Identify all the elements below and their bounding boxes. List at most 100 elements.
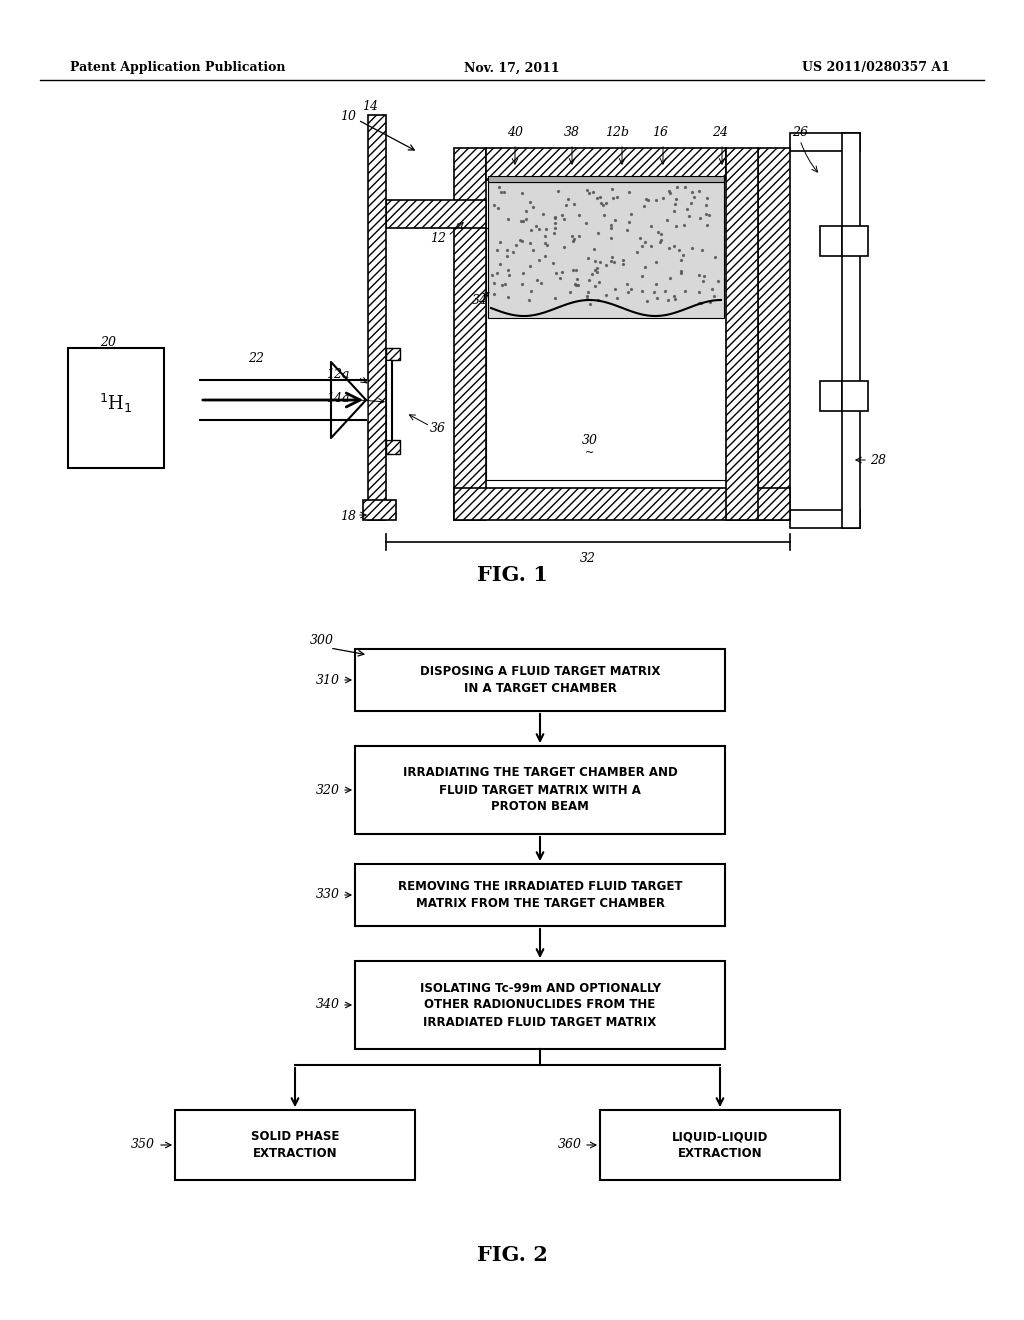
- Bar: [486, 148, 726, 180]
- Bar: [386, 348, 400, 360]
- Point: [640, 189, 656, 210]
- Point: [501, 264, 517, 285]
- Bar: [175, 1110, 415, 1180]
- Point: [683, 181, 699, 202]
- Point: [606, 210, 623, 231]
- Point: [707, 247, 723, 268]
- Point: [570, 226, 587, 247]
- Point: [562, 281, 579, 302]
- Bar: [790, 133, 860, 150]
- Point: [490, 176, 507, 197]
- Point: [668, 189, 684, 210]
- Bar: [842, 226, 868, 256]
- Text: LIQUID-LIQUID
EXTRACTION: LIQUID-LIQUID EXTRACTION: [672, 1130, 768, 1160]
- Point: [522, 255, 539, 276]
- Point: [660, 181, 677, 202]
- Point: [581, 281, 597, 302]
- Point: [696, 265, 713, 286]
- Point: [652, 230, 669, 251]
- Point: [593, 193, 609, 214]
- Point: [547, 288, 563, 309]
- Point: [530, 218, 547, 239]
- Point: [621, 181, 637, 202]
- Point: [513, 211, 529, 232]
- Point: [537, 232, 553, 253]
- Point: [570, 275, 587, 296]
- Point: [547, 213, 563, 234]
- Bar: [355, 865, 725, 927]
- Point: [535, 203, 551, 224]
- Bar: [488, 176, 724, 182]
- Text: REMOVING THE IRRADIATED FLUID TARGET
MATRIX FROM THE TARGET CHAMBER: REMOVING THE IRRADIATED FLUID TARGET MAT…: [397, 880, 682, 909]
- Point: [494, 275, 510, 296]
- Text: FIG. 2: FIG. 2: [476, 1245, 548, 1265]
- Text: 30: 30: [582, 433, 598, 446]
- Point: [548, 263, 564, 284]
- Point: [521, 191, 538, 213]
- Text: DISPOSING A FLUID TARGET MATRIX
IN A TARGET CHAMBER: DISPOSING A FLUID TARGET MATRIX IN A TAR…: [420, 665, 660, 696]
- Point: [568, 275, 585, 296]
- Point: [580, 247, 596, 268]
- Point: [525, 197, 542, 218]
- Point: [707, 286, 723, 308]
- Text: 12b: 12b: [605, 125, 629, 139]
- Text: FIG. 1: FIG. 1: [476, 565, 548, 585]
- Point: [632, 227, 648, 248]
- Bar: [355, 746, 725, 834]
- Point: [566, 194, 583, 215]
- Point: [623, 279, 639, 300]
- Text: 350: 350: [131, 1138, 155, 1151]
- Point: [603, 218, 620, 239]
- Point: [691, 292, 708, 313]
- Point: [614, 253, 631, 275]
- Point: [606, 252, 623, 273]
- Point: [700, 205, 717, 226]
- Point: [634, 265, 650, 286]
- Point: [496, 182, 512, 203]
- Point: [564, 260, 581, 281]
- Point: [695, 271, 712, 292]
- Point: [505, 242, 521, 263]
- Bar: [600, 1110, 840, 1180]
- Point: [701, 292, 718, 313]
- Point: [558, 195, 574, 216]
- Text: 340: 340: [316, 998, 340, 1011]
- Point: [699, 214, 716, 235]
- Point: [683, 193, 699, 214]
- Point: [603, 228, 620, 249]
- Point: [556, 209, 572, 230]
- Point: [673, 249, 689, 271]
- Point: [522, 281, 539, 302]
- Text: 36: 36: [430, 421, 446, 434]
- Point: [489, 198, 506, 219]
- Point: [598, 193, 614, 214]
- Point: [589, 257, 605, 279]
- Point: [675, 244, 691, 265]
- Point: [648, 273, 665, 294]
- Point: [589, 261, 605, 282]
- Point: [657, 281, 674, 302]
- Point: [492, 232, 508, 253]
- Bar: [486, 228, 726, 480]
- Point: [605, 187, 622, 209]
- Point: [634, 281, 650, 302]
- Point: [653, 223, 670, 244]
- Point: [520, 290, 537, 312]
- Point: [494, 182, 510, 203]
- Point: [568, 268, 585, 289]
- Point: [582, 269, 598, 290]
- Text: 18: 18: [340, 510, 356, 523]
- Point: [485, 284, 502, 305]
- Point: [530, 249, 547, 271]
- Point: [499, 240, 515, 261]
- Point: [686, 186, 702, 207]
- Bar: [454, 148, 486, 520]
- Point: [602, 251, 618, 272]
- Point: [590, 223, 606, 244]
- Point: [655, 187, 672, 209]
- Bar: [790, 510, 860, 528]
- Bar: [820, 226, 842, 256]
- Bar: [386, 360, 392, 440]
- Point: [554, 205, 570, 226]
- Point: [579, 289, 595, 310]
